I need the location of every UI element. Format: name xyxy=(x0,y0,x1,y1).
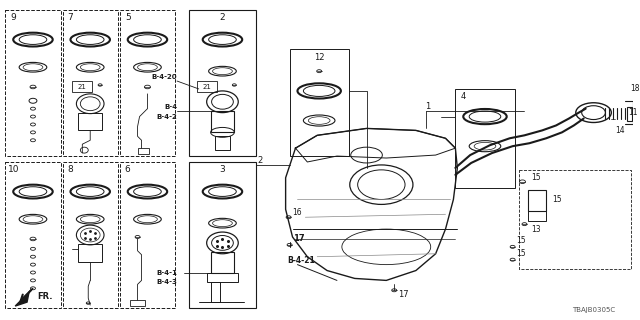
Text: 14: 14 xyxy=(615,126,625,135)
Bar xyxy=(120,162,175,308)
Bar xyxy=(627,107,632,121)
Polygon shape xyxy=(15,288,33,306)
Bar xyxy=(72,81,92,92)
Text: B-4-3: B-4-3 xyxy=(156,279,177,285)
Text: 15: 15 xyxy=(552,195,562,204)
Text: 1: 1 xyxy=(425,102,430,111)
Text: 17: 17 xyxy=(398,290,409,299)
Bar xyxy=(456,89,515,188)
Bar xyxy=(130,300,145,306)
Bar xyxy=(138,148,149,154)
Text: TBAJB0305C: TBAJB0305C xyxy=(572,307,615,313)
Text: 15: 15 xyxy=(516,236,526,245)
Text: B-4-2: B-4-2 xyxy=(156,114,177,120)
Text: 10: 10 xyxy=(8,165,19,174)
Text: 13: 13 xyxy=(531,225,541,234)
Bar xyxy=(197,81,216,92)
Text: 8: 8 xyxy=(68,165,74,174)
Text: 2: 2 xyxy=(220,13,225,22)
Text: B-4-21: B-4-21 xyxy=(287,256,316,265)
Text: 11: 11 xyxy=(628,108,637,117)
Bar xyxy=(120,10,175,156)
Bar xyxy=(63,10,118,156)
Bar xyxy=(78,113,102,130)
Bar xyxy=(5,162,61,308)
Text: 18: 18 xyxy=(630,84,639,93)
Bar xyxy=(189,10,256,156)
Bar xyxy=(529,190,546,211)
Text: 9: 9 xyxy=(10,13,16,22)
Text: 4: 4 xyxy=(461,92,466,101)
Text: 2: 2 xyxy=(257,156,262,165)
Bar xyxy=(5,10,61,156)
Text: B-4-20: B-4-20 xyxy=(152,74,177,80)
Bar xyxy=(518,170,631,268)
Text: 12: 12 xyxy=(314,53,324,62)
Text: 15: 15 xyxy=(531,173,541,182)
Text: 17: 17 xyxy=(294,235,305,244)
Text: 7: 7 xyxy=(68,13,74,22)
Text: 5: 5 xyxy=(125,13,131,22)
Text: FR.: FR. xyxy=(37,292,52,301)
Bar xyxy=(63,162,118,308)
Bar xyxy=(211,111,234,132)
Text: 6: 6 xyxy=(125,165,131,174)
Text: 3: 3 xyxy=(220,165,225,174)
Text: 16: 16 xyxy=(292,208,302,217)
Text: 21: 21 xyxy=(202,84,211,90)
Text: 21: 21 xyxy=(78,84,87,90)
Bar xyxy=(529,211,546,221)
Bar xyxy=(189,162,256,308)
Text: B-4-1: B-4-1 xyxy=(156,269,177,276)
Bar xyxy=(211,282,221,302)
Bar xyxy=(78,244,102,262)
Text: B-4: B-4 xyxy=(164,104,177,110)
Bar xyxy=(211,252,234,274)
Bar xyxy=(289,50,349,156)
Bar xyxy=(214,136,230,150)
Text: 15: 15 xyxy=(516,249,526,258)
Bar xyxy=(207,273,238,282)
